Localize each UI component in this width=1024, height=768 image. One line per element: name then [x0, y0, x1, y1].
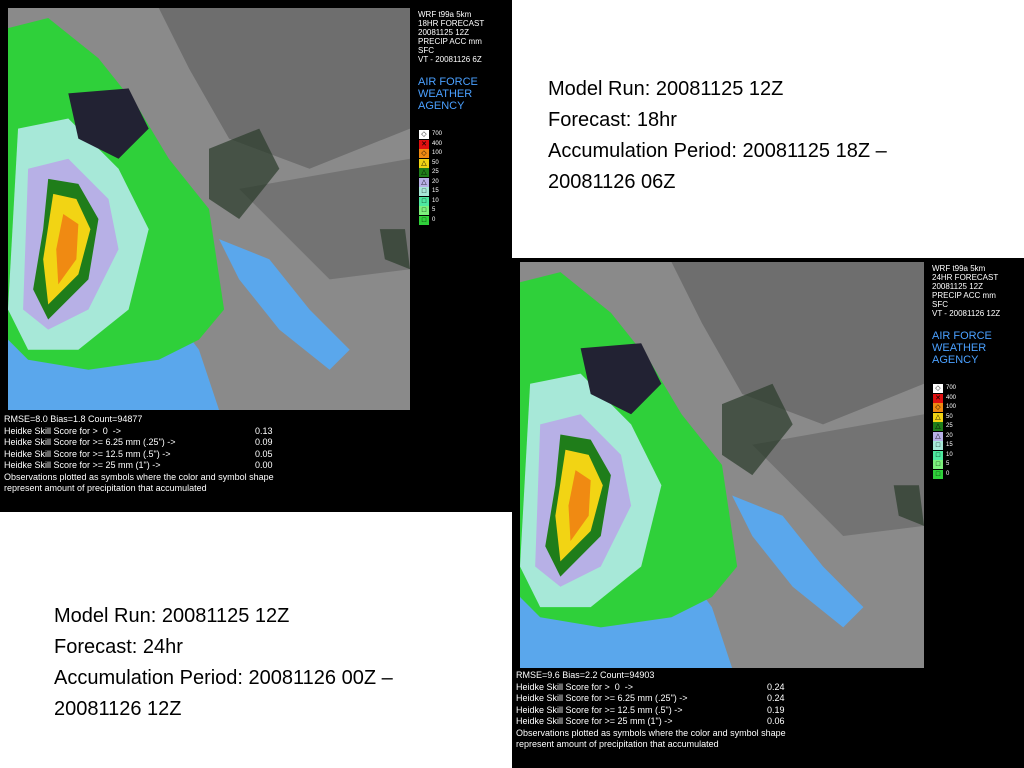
legend-label: 700 — [946, 385, 957, 391]
caption-line: Model Run: 20081125 12Z — [548, 78, 784, 100]
legend-label: 10 — [946, 451, 953, 458]
score-value: 0.09 — [255, 437, 273, 447]
legend-swatch: ✕ — [933, 393, 943, 403]
legend-label: 15 — [946, 442, 953, 448]
caption-line: Forecast: 24hr — [54, 636, 183, 658]
legend-swatch: □ — [933, 460, 943, 469]
legend-swatch: □ — [419, 206, 429, 215]
legend-swatch: □ — [419, 215, 429, 225]
agency-line: AGENCY — [418, 100, 465, 112]
score-label: Heidke Skill Score for >= 6.25 mm (.25")… — [4, 437, 176, 447]
precip-map — [520, 262, 924, 668]
header-line: 18HR FORECAST — [418, 19, 485, 28]
caption-line: 20081126 06Z — [548, 171, 676, 193]
legend-label: 15 — [432, 188, 439, 194]
legend-label: 50 — [946, 413, 953, 420]
caption-line: 20081126 12Z — [54, 698, 182, 720]
note-line: Observations plotted as symbols where th… — [516, 727, 786, 738]
legend-swatch: □ — [419, 196, 429, 206]
legend-label: 400 — [432, 140, 443, 147]
legend-swatch: △ — [419, 158, 429, 168]
note-line: represent amount of precipitation that a… — [4, 483, 207, 493]
header-line: SFC — [418, 46, 434, 55]
score-label: Heidke Skill Score for >= 6.25 mm (.25")… — [516, 693, 688, 703]
legend-swatch: ◇ — [419, 130, 429, 139]
legend-label: 25 — [946, 423, 953, 429]
score-value: 0.24 — [767, 693, 785, 703]
precip-map — [8, 8, 410, 410]
note-line: represent amount of precipitation that a… — [516, 739, 719, 749]
legend-label: 20 — [946, 432, 953, 439]
legend-label: 700 — [432, 131, 443, 137]
legend-swatch: ◇ — [933, 384, 943, 393]
legend-swatch: □ — [933, 469, 943, 479]
legend-swatch: △ — [933, 431, 943, 441]
legend-label: 0 — [432, 216, 436, 223]
legend-label: 5 — [432, 207, 436, 213]
caption-line: Forecast: 18hr — [548, 109, 677, 131]
legend-swatch: △ — [933, 422, 943, 431]
legend-label: 5 — [946, 461, 950, 467]
legend-label: 400 — [946, 394, 957, 401]
legend-label: 10 — [432, 197, 439, 204]
map-panel: WRF t99a 5km 24HR FORECAST 20081125 12Z PRE… — [512, 258, 1024, 768]
header-line: 24HR FORECAST — [932, 273, 999, 282]
score-label: Heidke Skill Score for >= 12.5 mm (.5") … — [516, 704, 683, 715]
header-line: 20081125 12Z — [418, 28, 470, 37]
legend-label: 20 — [432, 178, 439, 185]
caption-line: Accumulation Period: 20081125 18Z – — [548, 140, 887, 162]
score-value: 0.06 — [767, 716, 785, 726]
legend-swatch: ◇ — [419, 149, 429, 158]
header-line: VT - 20081126 6Z — [418, 55, 482, 64]
note-line: Observations plotted as symbols where th… — [4, 471, 274, 482]
legend-swatch: ◇ — [933, 403, 943, 412]
legend-label: 100 — [946, 404, 957, 410]
score-label: Heidke Skill Score for > 0 -> — [516, 681, 634, 692]
header-line: 20081125 12Z — [932, 282, 984, 291]
agency-line: WEATHER — [418, 88, 473, 100]
legend-swatch: △ — [419, 168, 429, 177]
header-line: PRECIP ACC mm — [418, 37, 482, 46]
agency-line: WEATHER — [932, 342, 987, 354]
legend-swatch: △ — [419, 177, 429, 187]
agency-line: AGENCY — [932, 354, 979, 366]
score-label: Heidke Skill Score for >= 25 mm (1") -> — [516, 716, 673, 726]
legend-swatch: △ — [933, 412, 943, 422]
score-value: 0.05 — [255, 448, 273, 459]
legend-label: 100 — [432, 150, 443, 156]
agency-line: AIR FORCE — [932, 330, 992, 342]
legend-swatch: □ — [933, 441, 943, 450]
header-line: WRF t99a 5km — [418, 10, 472, 19]
score-value: 0.19 — [767, 704, 785, 715]
legend-label: 0 — [946, 470, 950, 477]
legend-swatch: □ — [933, 450, 943, 460]
score-label: Heidke Skill Score for >= 12.5 mm (.5") … — [4, 448, 171, 459]
caption-line: Model Run: 20081125 12Z — [54, 605, 290, 627]
caption-line: Accumulation Period: 20081126 00Z – — [54, 667, 393, 689]
summary: RMSE=9.6 Bias=2.2 Count=94903 — [516, 670, 655, 680]
score-value: 0.13 — [255, 425, 273, 436]
header-line: VT - 20081126 12Z — [932, 309, 1001, 318]
map-panel: WRF t99a 5km 18HR FORECAST 20081125 12Z PRE… — [0, 0, 512, 512]
header-line: WRF t99a 5km — [932, 264, 986, 273]
score-value: 0.00 — [255, 460, 273, 470]
legend-swatch: □ — [419, 187, 429, 196]
legend-swatch: ✕ — [419, 139, 429, 149]
header-line: PRECIP ACC mm — [932, 291, 996, 300]
summary: RMSE=8.0 Bias=1.8 Count=94877 — [4, 414, 143, 424]
legend-label: 25 — [432, 169, 439, 175]
legend-label: 50 — [432, 159, 439, 166]
score-label: Heidke Skill Score for >= 25 mm (1") -> — [4, 460, 161, 470]
header-line: SFC — [932, 300, 948, 309]
agency-line: AIR FORCE — [418, 76, 478, 88]
score-label: Heidke Skill Score for > 0 -> — [4, 425, 122, 436]
score-value: 0.24 — [767, 681, 785, 692]
